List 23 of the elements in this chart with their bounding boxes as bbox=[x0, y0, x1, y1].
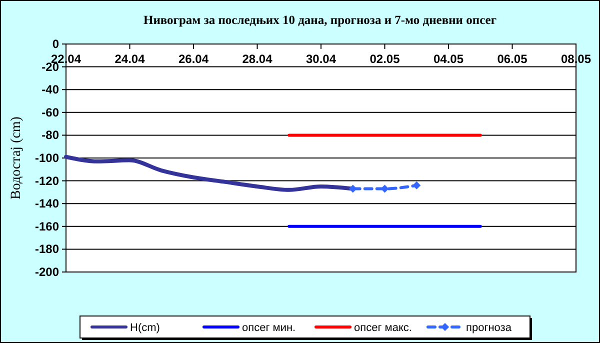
y-tick-label: 0 bbox=[52, 37, 60, 51]
y-tick-label: -120 bbox=[34, 174, 60, 188]
x-tick-label: 24.04 bbox=[114, 52, 146, 66]
x-tick-label: 30.04 bbox=[306, 52, 336, 66]
legend-label: опсег макс. bbox=[354, 322, 412, 334]
y-tick-label: -180 bbox=[34, 242, 60, 256]
y-tick-label: -160 bbox=[34, 219, 60, 234]
y-tick-label: -80 bbox=[42, 128, 60, 142]
x-tick-label: 02.05 bbox=[370, 52, 400, 66]
x-tick-label: 04.05 bbox=[433, 52, 464, 66]
legend-label: прогноза bbox=[466, 322, 512, 334]
x-tick-label: 06.05 bbox=[497, 52, 528, 66]
x-tick-label: 26.04 bbox=[178, 52, 209, 66]
y-tick-label: -60 bbox=[42, 105, 60, 120]
y-tick-label: -140 bbox=[34, 196, 60, 211]
legend-label: H(cm) bbox=[130, 322, 160, 334]
y-tick-label: -200 bbox=[34, 265, 60, 279]
y-axis-title: Водостај (cm) bbox=[9, 116, 24, 200]
y-tick-label: -100 bbox=[34, 151, 60, 165]
y-tick-label: -40 bbox=[42, 82, 60, 97]
x-tick-label: 28.04 bbox=[242, 52, 273, 66]
chart-title: Нивограм за последњих 10 дана, прогноза и 7-мо дневни опсег bbox=[143, 13, 497, 27]
legend-label: опсег мин. bbox=[242, 322, 296, 334]
